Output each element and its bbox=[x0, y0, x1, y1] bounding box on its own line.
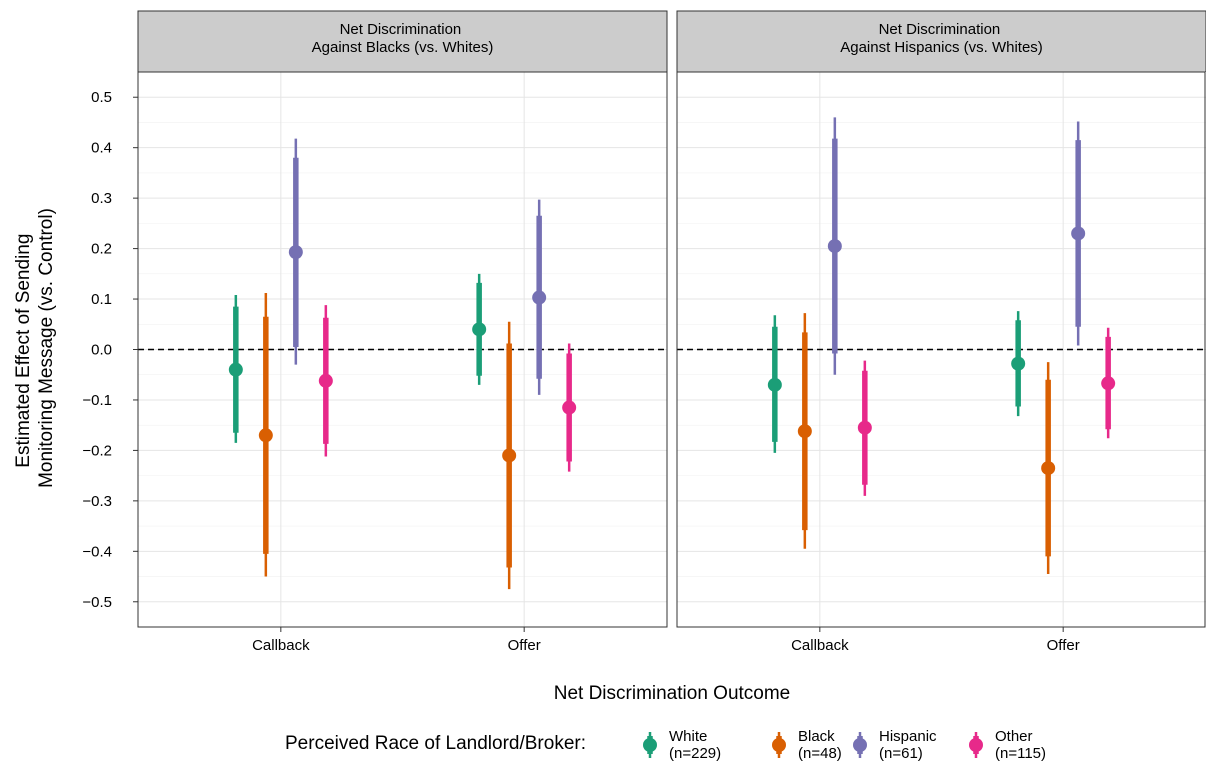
legend-black-key bbox=[772, 738, 786, 752]
panel-blacks: Net Discrimination Against Blacks (vs. W… bbox=[137, 10, 668, 654]
y-tick-label: −0.4 bbox=[82, 543, 112, 560]
legend-other-label-line2: (n=115) bbox=[995, 745, 1046, 762]
x-axis-title: Net Discrimination Outcome bbox=[554, 683, 791, 704]
plot-border-2 bbox=[676, 71, 1206, 628]
panel-title-2-line1: Net Discrimination bbox=[879, 21, 1001, 38]
point-series1-callback bbox=[228, 362, 243, 377]
gridlines-1 bbox=[138, 72, 667, 627]
series-marks-2 bbox=[767, 117, 1116, 575]
panel-strip-2 bbox=[676, 10, 1206, 73]
legend-hispanic-key bbox=[853, 738, 867, 752]
panel-title-2-line2: Against Hispanics (vs. Whites) bbox=[840, 39, 1043, 56]
point-series1-offer bbox=[472, 322, 487, 337]
panel-title-1-line2: Against Blacks (vs. Whites) bbox=[312, 39, 494, 56]
point-series4-offer bbox=[562, 400, 577, 415]
panel-strip-1 bbox=[137, 10, 668, 73]
y-tick-labels: 0.5 0.4 0.3 0.2 0.1 0.0 −0.1 −0.2 −0.3 −0.4 −0.5 bbox=[82, 89, 138, 611]
point-series3-callback bbox=[827, 239, 842, 254]
x-tick-callback-1: Callback bbox=[252, 637, 310, 654]
point-series4-callback bbox=[857, 420, 872, 435]
y-tick-label: 0.3 bbox=[91, 190, 112, 207]
legend-hispanic-label: Hispanic (n=61) bbox=[879, 728, 937, 762]
point-series4-callback bbox=[318, 373, 333, 388]
legend-white-key bbox=[643, 738, 657, 752]
y-tick-label: −0.5 bbox=[82, 594, 112, 611]
y-axis-title-line1: Estimated Effect of Sending bbox=[13, 234, 34, 468]
legend-black-label: Black (n=48) bbox=[798, 728, 842, 762]
point-series3-offer bbox=[1071, 226, 1086, 241]
point-series2-offer bbox=[502, 448, 517, 463]
legend-other-label: Other (n=115) bbox=[995, 728, 1046, 762]
legend-hispanic-label-line1: Hispanic bbox=[879, 728, 937, 745]
y-axis-title: Estimated Effect of Sending Monitoring M… bbox=[13, 208, 57, 488]
gridlines-2 bbox=[677, 72, 1206, 627]
x-tick-callback-2: Callback bbox=[791, 637, 849, 654]
point-series3-offer bbox=[532, 290, 547, 305]
legend-white-label-line1: White bbox=[669, 728, 707, 745]
y-tick-label: 0.0 bbox=[91, 342, 112, 359]
y-tick-label: −0.1 bbox=[82, 392, 112, 409]
panel-title-1-line1: Net Discrimination bbox=[340, 21, 462, 38]
y-axis-title-line2: Monitoring Message (vs. Control) bbox=[36, 208, 57, 488]
point-series2-callback bbox=[258, 428, 273, 443]
point-series1-callback bbox=[767, 377, 782, 392]
legend-other-key bbox=[969, 738, 983, 752]
y-tick-label: 0.5 bbox=[91, 89, 112, 106]
legend-white-label: White (n=229) bbox=[669, 728, 721, 762]
x-tick-offer-2: Offer bbox=[1047, 637, 1080, 654]
point-series2-offer bbox=[1041, 461, 1056, 476]
point-series1-offer bbox=[1011, 356, 1026, 371]
panel-hispanics: Net Discrimination Against Hispanics (vs… bbox=[676, 10, 1206, 654]
legend-black-label-line2: (n=48) bbox=[798, 745, 842, 762]
series-marks-1 bbox=[228, 138, 577, 590]
y-tick-label: 0.1 bbox=[91, 291, 112, 308]
panel-title-2: Net Discrimination Against Hispanics (vs… bbox=[840, 21, 1043, 56]
y-tick-label: 0.4 bbox=[91, 140, 112, 157]
x-tick-offer-1: Offer bbox=[508, 637, 541, 654]
point-series4-offer bbox=[1101, 376, 1116, 391]
point-series2-callback bbox=[797, 424, 812, 439]
legend-other-label-line1: Other bbox=[995, 728, 1033, 745]
legend-black-label-line1: Black bbox=[798, 728, 835, 745]
legend-items: White (n=229) Black (n=48) Hispanic (n=61) Oth… bbox=[643, 728, 1046, 762]
y-tick-label: −0.2 bbox=[82, 442, 112, 459]
y-tick-label: 0.2 bbox=[91, 241, 112, 258]
legend-white-label-line2: (n=229) bbox=[669, 745, 721, 762]
panel-title-1: Net Discrimination Against Blacks (vs. W… bbox=[312, 21, 494, 56]
y-tick-label: −0.3 bbox=[82, 493, 112, 510]
legend-title: Perceived Race of Landlord/Broker: bbox=[285, 733, 586, 754]
legend-hispanic-label-line2: (n=61) bbox=[879, 745, 923, 762]
point-series3-callback bbox=[288, 245, 303, 260]
legend: Perceived Race of Landlord/Broker: White… bbox=[285, 728, 1046, 762]
